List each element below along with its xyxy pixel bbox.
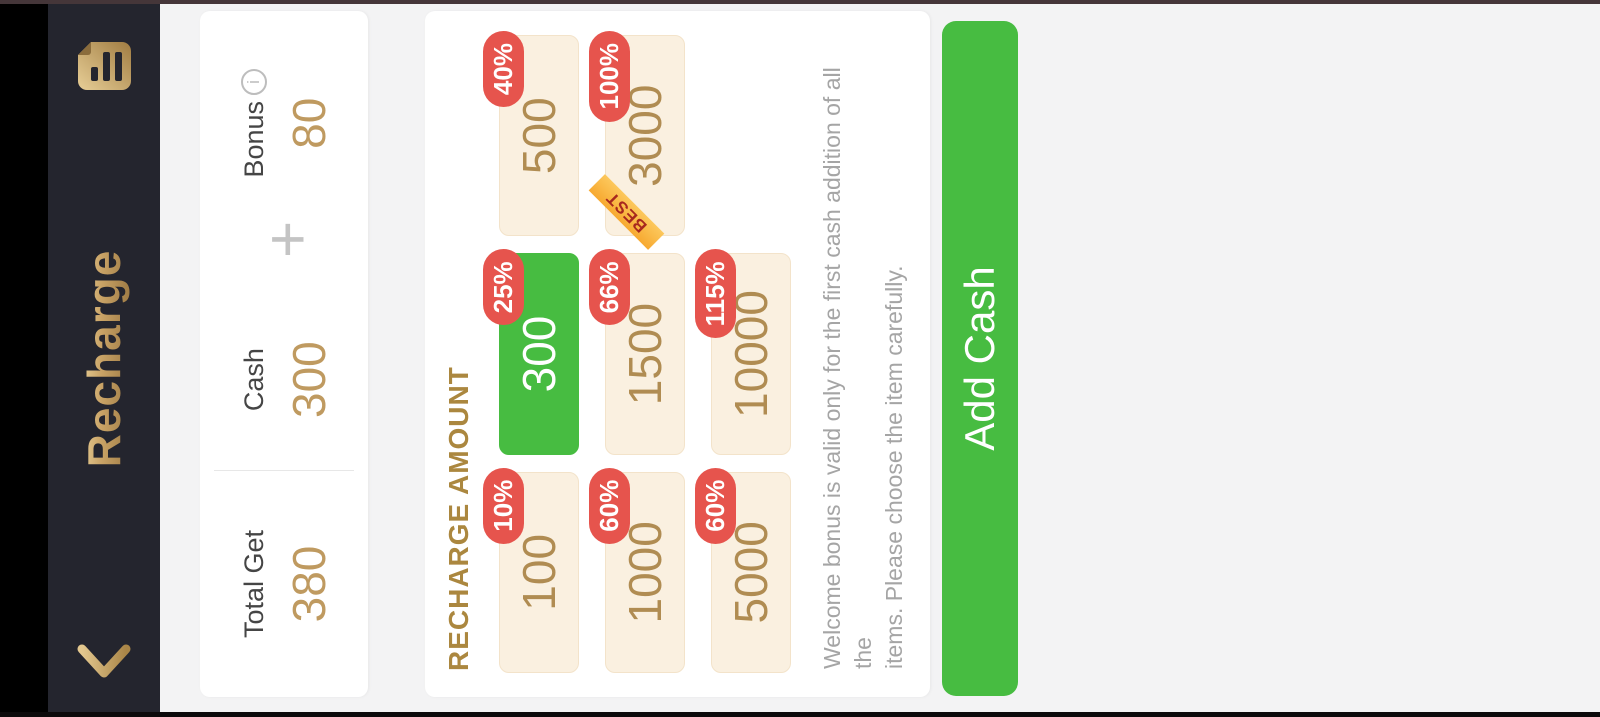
recharge-tile[interactable]: 500 40% — [483, 31, 579, 237]
balance-summary-card: Total Get 380 Cash 300 + Bonus i 80 — [200, 11, 368, 697]
status-bar — [0, 0, 48, 717]
bonus-percent-badge: 10% — [483, 467, 525, 544]
tile-amount: 5000 — [725, 521, 777, 624]
recharge-tile-grid: 100 10% 300 25% 500 40% 1000 60% 1500 66… — [483, 31, 791, 673]
total-get-value: 380 — [282, 545, 335, 623]
screen-edge-left — [0, 712, 1600, 717]
recharge-tile[interactable]: 300 25% — [483, 249, 579, 455]
bonus-percent-badge: 115% — [695, 249, 737, 339]
recharge-tile[interactable]: 1500 66% — [589, 249, 685, 455]
bonus-percent-badge: 60% — [695, 467, 737, 544]
bonus-percent-badge: 40% — [483, 31, 525, 108]
recharge-tile[interactable]: 10000 115% — [695, 249, 791, 455]
cash-value: 300 — [282, 341, 335, 418]
recharge-tile[interactable]: 3000 100% BEST — [588, 31, 685, 251]
tile-amount: 300 — [513, 315, 565, 393]
bonus-label-text: Bonus — [238, 101, 269, 178]
total-get-label: Total Get — [238, 529, 269, 639]
app-header: Recharge — [48, 0, 160, 717]
tile-amount: 1500 — [619, 302, 671, 406]
welcome-bonus-note: Welcome bonus is valid only for the firs… — [817, 35, 910, 669]
page-title: Recharge — [77, 0, 131, 717]
note-line-2: items. Please choose the item carefully. — [881, 265, 907, 669]
recharge-amount-card: RECHARGE AMOUNT 100 10% 300 25% 500 40% … — [425, 11, 930, 697]
recharge-records-button[interactable] — [75, 38, 133, 94]
cash-label: Cash — [238, 348, 269, 412]
divider — [214, 470, 354, 471]
tile-amount: 1000 — [619, 521, 671, 624]
cash-bonus-section: Cash 300 + Bonus i 80 — [200, 11, 368, 470]
bonus-info-icon[interactable]: i — [241, 69, 267, 95]
recharge-tile[interactable]: 100 10% — [483, 467, 579, 673]
screen-edge-right — [0, 0, 1600, 4]
statement-icon — [78, 42, 131, 90]
bonus-percent-badge: 60% — [589, 467, 631, 544]
bonus-label: Bonus i — [239, 69, 270, 178]
total-get-section: Total Get 380 — [200, 471, 368, 697]
recharge-amount-title: RECHARGE AMOUNT — [443, 366, 474, 671]
recharge-tile[interactable]: 1000 60% — [589, 467, 685, 673]
chevron-left-icon — [77, 644, 131, 678]
note-line-1: Welcome bonus is valid only for the firs… — [819, 67, 876, 669]
back-button[interactable] — [72, 635, 136, 687]
bonus-value: 80 — [282, 97, 335, 149]
bonus-column: Bonus i 80 — [239, 69, 336, 178]
recharge-tile[interactable]: 5000 60% — [695, 467, 791, 673]
tile-amount: 500 — [513, 97, 565, 175]
cash-column: Cash 300 — [239, 341, 336, 418]
bonus-percent-badge: 100% — [589, 31, 631, 122]
bonus-percent-badge: 66% — [589, 249, 631, 326]
add-cash-button[interactable]: Add Cash — [942, 21, 1018, 696]
tile-amount: 100 — [513, 533, 565, 611]
plus-sign: + — [251, 220, 323, 259]
bonus-percent-badge: 25% — [483, 249, 525, 326]
